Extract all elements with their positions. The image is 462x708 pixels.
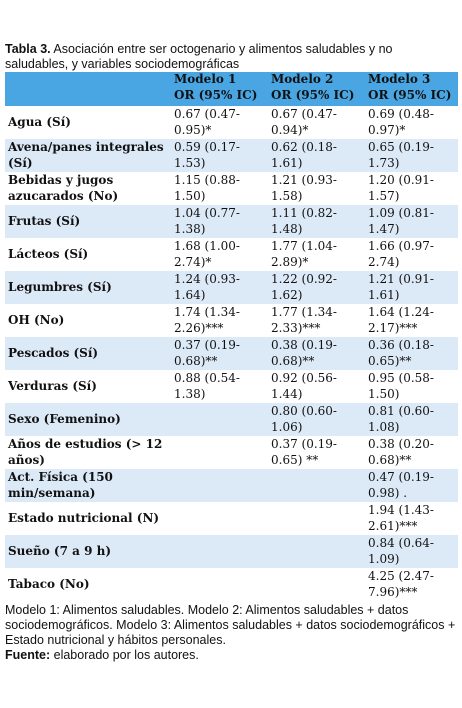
value-cell: [268, 568, 365, 601]
value-cell: 1.24 (0.93-1.64): [171, 271, 268, 304]
table-row: Legumbres (Sí) 1.24 (0.93-1.64) 1.22 (0.92…: [5, 271, 458, 304]
header-cell: Modelo 2 OR (95% IC): [268, 72, 365, 106]
header-cell: Modelo 3 OR (95% IC): [365, 72, 458, 106]
value-cell: 0.59 (0.17-1.53): [171, 139, 268, 172]
value-cell: 1.20 (0.91-1.57): [368, 173, 434, 203]
value-cell: [268, 535, 365, 568]
value-cell: 1.94 (1.43-2.61)***: [368, 503, 434, 533]
table-row: Frutas (Sí) 1.04 (0.77-1.38) 1.11 (0.82-1.…: [5, 205, 458, 238]
value-cell: 1.09 (0.81-1.47): [365, 205, 458, 238]
value-cell: 0.92 (0.56-1.44): [271, 371, 337, 401]
table-row: Verduras (Sí) 0.88 (0.54-1.38) 0.92 (0.56-…: [5, 370, 458, 403]
value-cell: [171, 403, 268, 436]
value-cell: 1.68 (1.00-2.74)*: [174, 239, 240, 269]
value-cell: 0.67 (0.47-0.94)*: [271, 107, 337, 137]
row-label: Avena/panes integrales (Sí): [5, 139, 171, 172]
value-cell: 1.11 (0.82-1.48): [268, 205, 365, 238]
table-row: Bebidas y jugos azucarados (No) 1.15 (0.8…: [5, 172, 458, 205]
column-model: Modelo 1: [174, 72, 237, 86]
value-cell: 1.74 (1.34-2.26)***: [174, 305, 240, 335]
table: Modelo 1 OR (95% IC) Modelo 2 OR (95% IC) Mo…: [5, 72, 458, 601]
value-cell: 0.67 (0.47-0.95)*: [174, 107, 240, 137]
value-cell: 1.66 (0.97-2.74): [368, 239, 434, 269]
caption: Tabla 3. Asociación entre ser octogenari…: [5, 42, 458, 72]
value-cell: 0.37 (0.19-0.65) **: [271, 437, 337, 467]
row-label: OH (No): [8, 312, 65, 327]
value-cell: 0.36 (0.18-0.65)**: [365, 337, 458, 370]
value-cell: 1.21 (0.93-1.58): [271, 173, 337, 203]
header-row: Modelo 1 OR (95% IC) Modelo 2 OR (95% IC) Mo…: [5, 72, 458, 106]
source-label: Fuente:: [5, 648, 51, 662]
header-cell: [5, 72, 171, 106]
value-cell: 1.77 (1.04-2.89)*: [271, 239, 337, 269]
value-cell: [171, 502, 268, 535]
table-row: Estado nutricional (N) 1.94 (1.43-2.61)**…: [5, 502, 458, 535]
value-cell: 0.80 (0.60-1.06): [268, 403, 365, 436]
value-cell: 0.69 (0.48-0.97)*: [368, 107, 434, 137]
value-cell: 1.21 (0.91-1.61): [365, 271, 458, 304]
value-cell: 0.47 (0.19-0.98) .: [365, 469, 458, 502]
value-cell: 1.04 (0.77-1.38): [171, 205, 268, 238]
row-label: Frutas (Sí): [5, 205, 171, 238]
value-cell: 0.62 (0.18-1.61): [268, 139, 365, 172]
header-cell: Modelo 1 OR (95% IC): [171, 72, 268, 106]
footer: Modelo 1: Alimentos saludables. Modelo 2…: [5, 603, 458, 663]
table-row: Act. Física (150 min/semana) 0.47 (0.19-0…: [5, 469, 458, 502]
column-model: Modelo 3: [368, 72, 431, 86]
caption-text: Asociación entre ser octogenario y alime…: [5, 42, 393, 71]
caption-label: Tabla 3.: [5, 42, 51, 56]
value-cell: [171, 568, 268, 601]
source-text: elaborado por los autores.: [53, 648, 199, 662]
value-cell: 0.37 (0.19-0.68)**: [171, 337, 268, 370]
row-label: Años de estudios (> 12 años): [8, 437, 163, 467]
value-cell: [268, 469, 365, 502]
footer-source: Fuente: elaborado por los autores.: [5, 648, 458, 663]
column-metric: OR (95% IC): [174, 87, 258, 102]
row-label: Lácteos (Sí): [8, 246, 89, 261]
value-cell: 4.25 (2.47-7.96)***: [368, 569, 434, 599]
value-cell: 1.64 (1.24-2.17)***: [368, 305, 434, 335]
column-model: Modelo 2: [271, 72, 334, 86]
row-label: Verduras (Sí): [8, 378, 97, 393]
table-body: Agua (Sí) 0.67 (0.47-0.95)* 0.67 (0.47-0.9…: [5, 106, 458, 601]
value-cell: [171, 436, 268, 469]
footer-note: Modelo 1: Alimentos saludables. Modelo 2…: [5, 603, 456, 647]
value-cell: [171, 469, 268, 502]
table-row: Lácteos (Sí) 1.68 (1.00-2.74)* 1.77 (1.04-…: [5, 238, 458, 271]
table-row: Pescados (Sí) 0.37 (0.19-0.68)** 0.38 (0.1…: [5, 337, 458, 370]
row-label: Pescados (Sí): [5, 337, 171, 370]
value-cell: 0.38 (0.19-0.68)**: [268, 337, 365, 370]
table-row: Tabaco (No) 4.25 (2.47-7.96)***: [5, 568, 458, 601]
table-row: OH (No) 1.74 (1.34-2.26)*** 1.77 (1.34-2.3…: [5, 304, 458, 337]
table-row: Sueño (7 a 9 h) 0.84 (0.64-1.09): [5, 535, 458, 568]
table-row: Años de estudios (> 12 años) 0.37 (0.19-0…: [5, 436, 458, 469]
value-cell: 0.95 (0.58-1.50): [368, 371, 434, 401]
row-label: Act. Física (150 min/semana): [5, 469, 171, 502]
row-label: Legumbres (Sí): [5, 271, 171, 304]
table-row: Avena/panes integrales (Sí) 0.59 (0.17-1.…: [5, 139, 458, 172]
row-label: Agua (Sí): [8, 114, 71, 129]
row-label: Tabaco (No): [8, 576, 90, 591]
value-cell: 0.65 (0.19-1.73): [365, 139, 458, 172]
row-label: Sexo (Femenino): [5, 403, 171, 436]
column-metric: OR (95% IC): [368, 87, 452, 102]
value-cell: 1.22 (0.92-1.62): [268, 271, 365, 304]
value-cell: [171, 535, 268, 568]
row-label: Bebidas y jugos azucarados (No): [8, 173, 119, 203]
column-metric: OR (95% IC): [271, 87, 355, 102]
value-cell: 1.77 (1.34-2.33)***: [271, 305, 337, 335]
value-cell: 0.81 (0.60-1.08): [365, 403, 458, 436]
row-label: Sueño (7 a 9 h): [5, 535, 171, 568]
value-cell: 0.88 (0.54-1.38): [174, 371, 240, 401]
value-cell: 0.84 (0.64-1.09): [365, 535, 458, 568]
value-cell: 1.15 (0.88-1.50): [174, 173, 240, 203]
value-cell: 0.38 (0.20-0.68)**: [368, 437, 434, 467]
value-cell: [268, 502, 365, 535]
table-row: Agua (Sí) 0.67 (0.47-0.95)* 0.67 (0.47-0.9…: [5, 106, 458, 139]
row-label: Estado nutricional (N): [8, 510, 160, 525]
table-row: Sexo (Femenino) 0.80 (0.60-1.06) 0.81 (0.6…: [5, 403, 458, 436]
